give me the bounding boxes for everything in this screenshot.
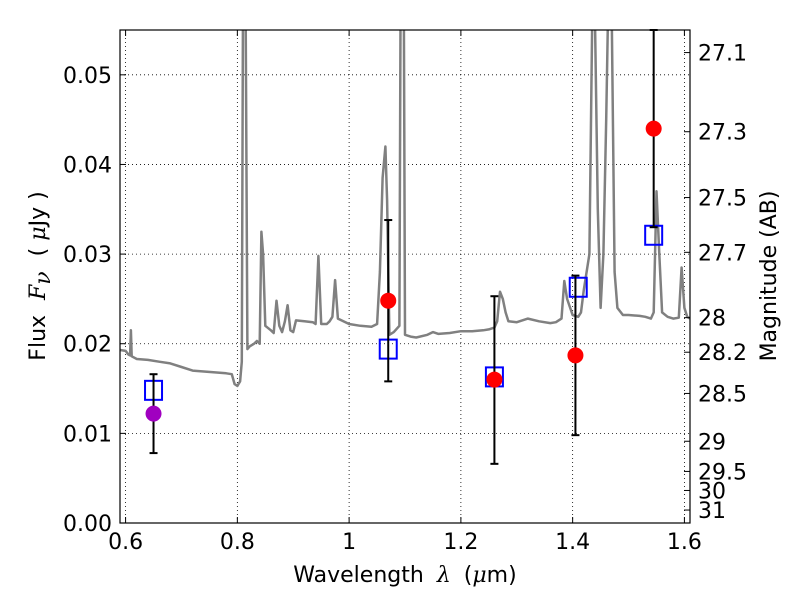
x-axis-title-unit-open: ( <box>464 563 473 588</box>
x-axis-title-unit-rest: m) <box>487 563 517 588</box>
y-axis-title-symbol: F <box>26 284 51 301</box>
y-tick-label: 0.05 <box>63 64 112 89</box>
y-tick-label: 0.00 <box>63 512 112 537</box>
y-tick-label: 0.01 <box>63 422 112 447</box>
right-tick-label: 29 <box>698 430 726 455</box>
right-tick-label: 30 <box>698 479 726 504</box>
right-tick-label: 27.1 <box>698 42 747 67</box>
y-axis-title-unit-rest: Jy ) <box>26 191 51 228</box>
y-axis-title-unit-mu: μ <box>26 226 51 240</box>
x-tick-label: 0.6 <box>108 530 143 555</box>
marker-layer <box>144 29 664 465</box>
model-photometry-square <box>568 276 588 298</box>
y-tick-label: 0.02 <box>63 333 112 358</box>
observed-photometry-point <box>486 371 503 388</box>
x-tick-label: 1.6 <box>667 530 702 555</box>
right-tick-label: 28.5 <box>698 382 747 407</box>
y-axis-title-subscript: ν <box>31 271 56 284</box>
spectrum-line <box>120 30 690 388</box>
observed-photometry-point <box>645 120 662 137</box>
x-axis-title-symbol: λ <box>436 563 451 588</box>
y-axis-title-unit-open: ( <box>26 248 51 257</box>
right-tick-label: 27.5 <box>698 187 747 212</box>
right-tick-label: 27.7 <box>698 241 747 266</box>
x-axis-title: Wavelength λ (μm) <box>293 563 516 588</box>
x-tick-label: 0.8 <box>220 530 255 555</box>
plot-frame <box>119 29 691 524</box>
y-tick-label: 0.04 <box>63 153 112 178</box>
right-tick-label: 28 <box>698 307 726 332</box>
data-layer <box>120 30 690 388</box>
x-axis-title-main: Wavelength <box>293 563 424 588</box>
y-axis-title-main: Flux <box>26 315 51 361</box>
y-tick-label: 0.03 <box>63 243 112 268</box>
x-tick-label: 1 <box>342 530 356 555</box>
right-tick-label: 28.2 <box>698 341 747 366</box>
right-tick-label: 27.3 <box>698 121 747 146</box>
x-tick-label: 1.2 <box>443 530 478 555</box>
right-tick-label: 31 <box>698 499 726 524</box>
x-tick-label: 1.4 <box>555 530 590 555</box>
observed-photometry-point <box>380 292 397 309</box>
right-tick-label: 29.5 <box>698 460 747 485</box>
y-axis-title: Flux Fν ( μJy ) <box>26 191 56 360</box>
x-axis-title-unit-mu: μ <box>472 563 486 588</box>
right-axis-title: Magnitude (AB) <box>757 191 782 362</box>
observed-photometry-point <box>145 405 162 422</box>
observed-photometry-point <box>567 347 584 364</box>
ticks: 0.6 0.8 1 1.2 1.4 1.6 0.00 0.01 0.02 0.03 0.04 0.05… <box>63 30 747 555</box>
